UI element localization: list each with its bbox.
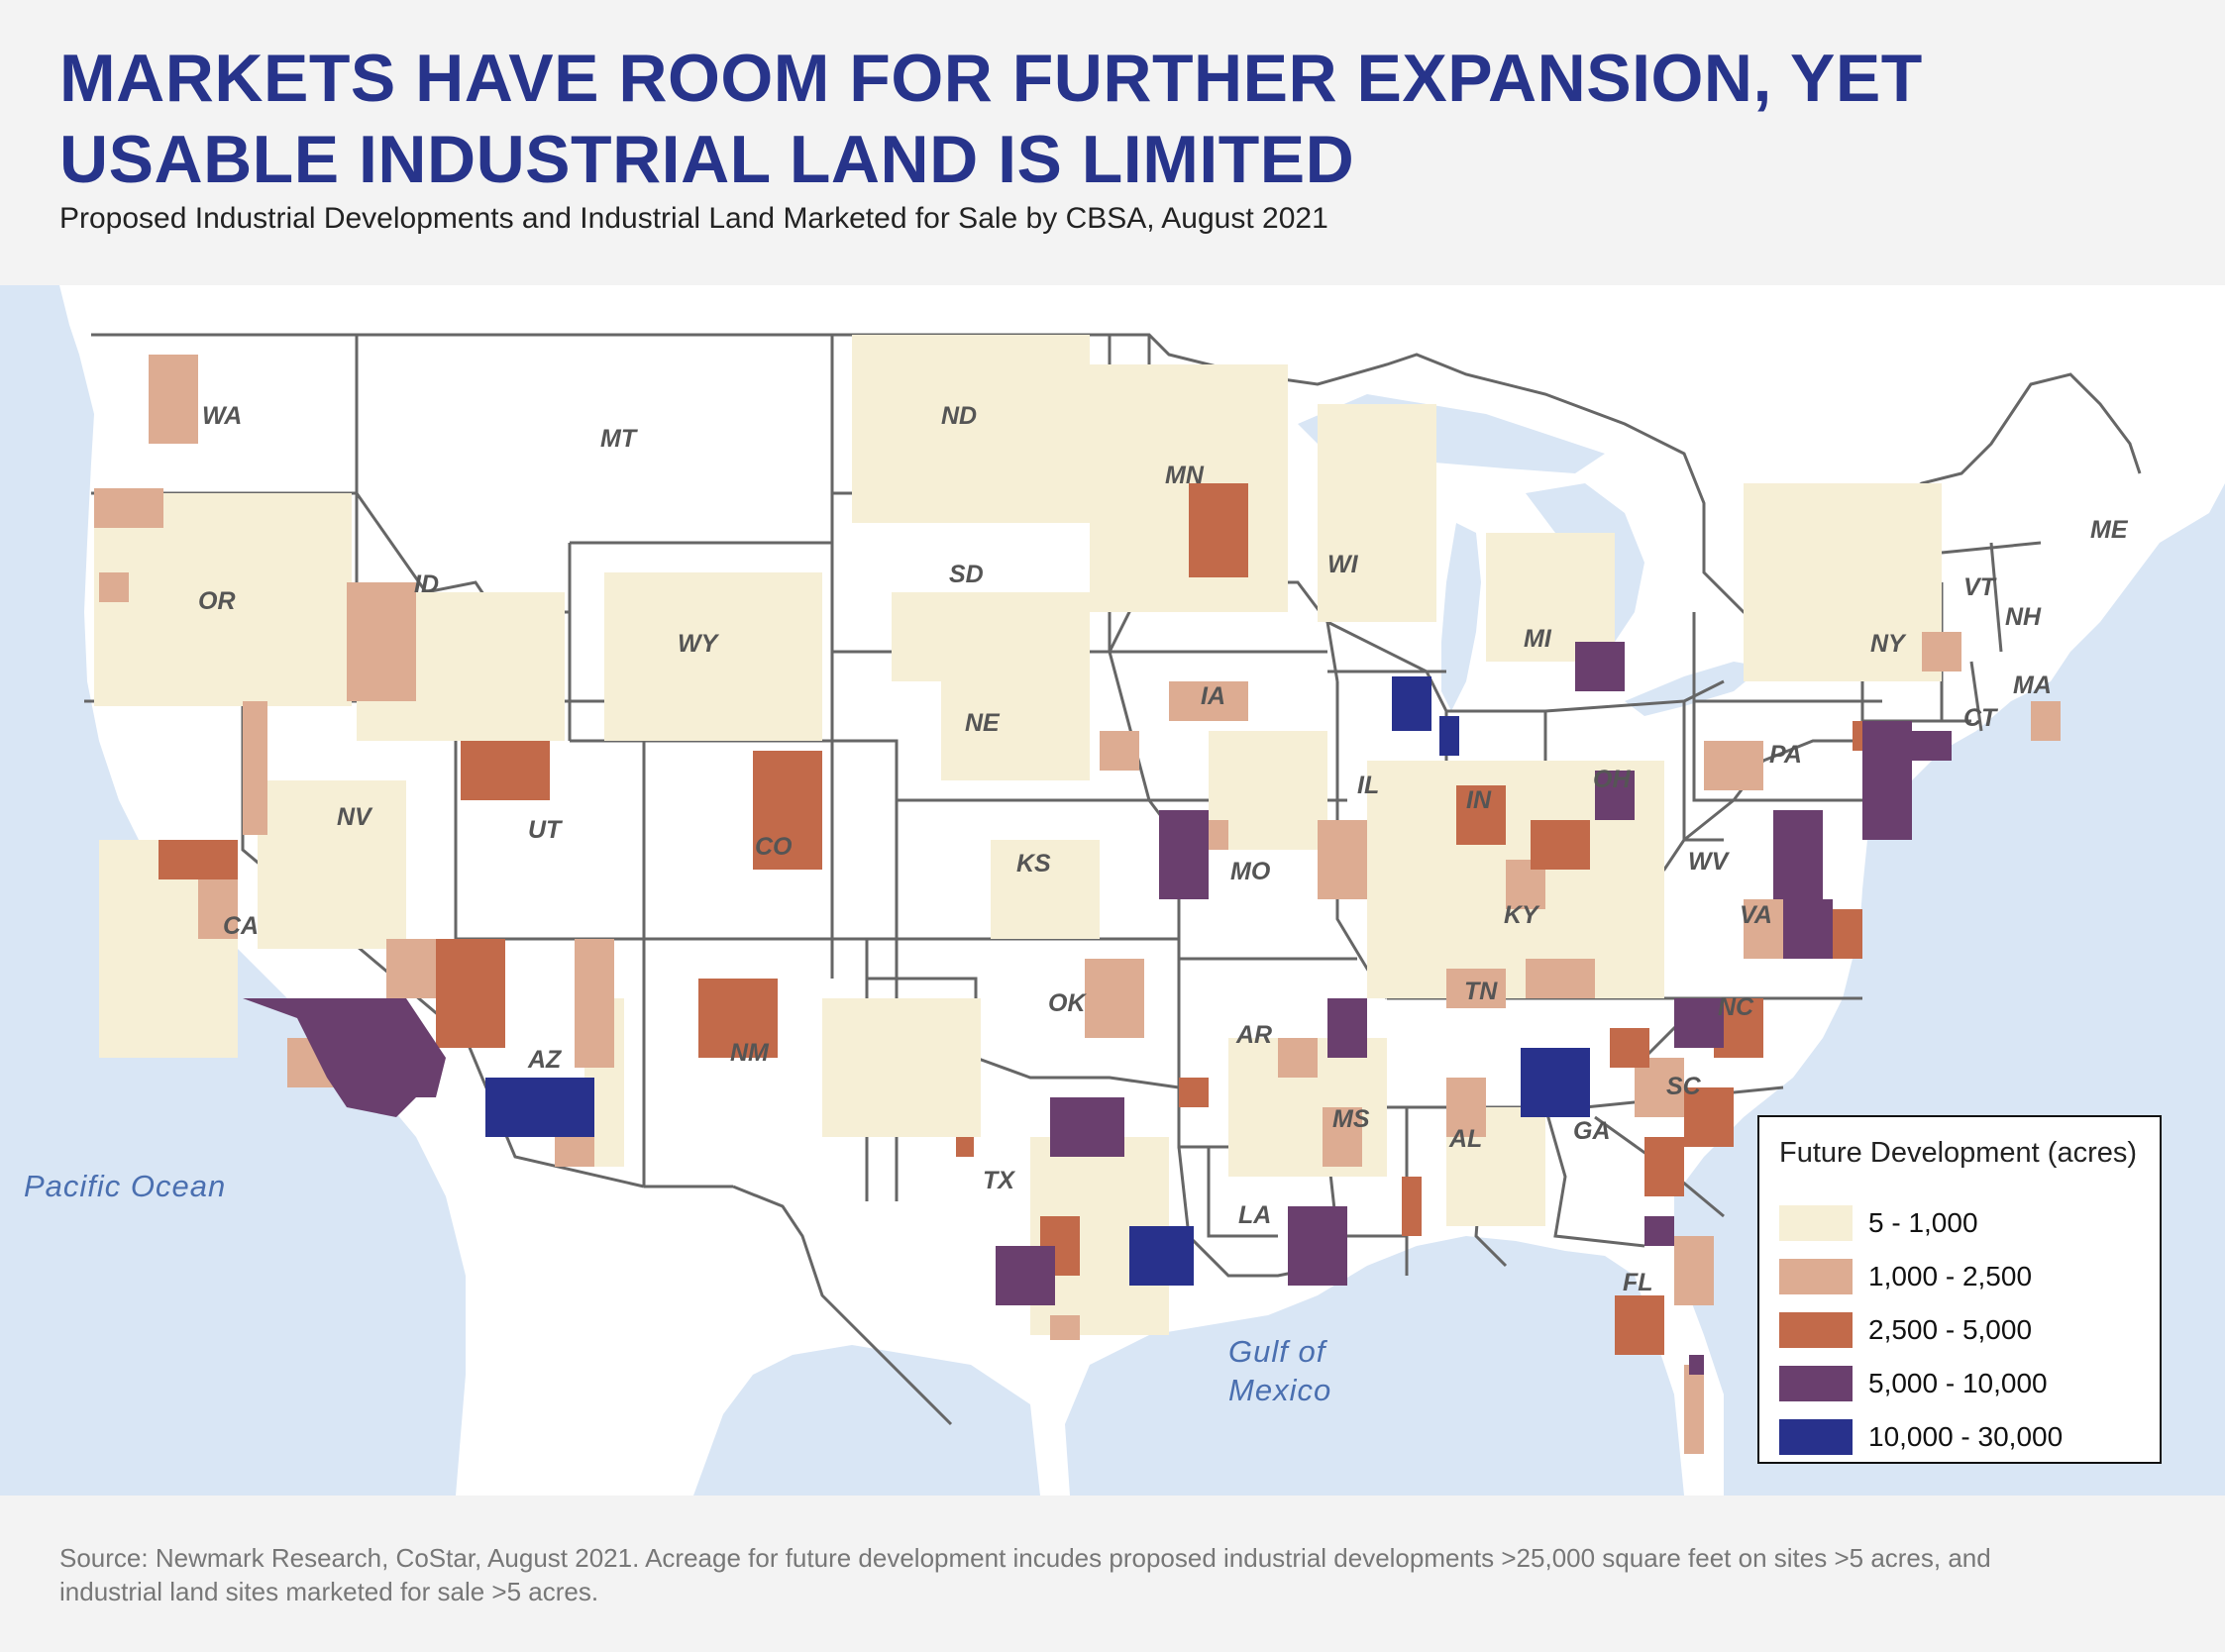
state-label-nv: NV [337,803,373,831]
state-label-fl: FL [1623,1269,1653,1296]
legend-swatch [1779,1366,1853,1401]
pacific-ocean-label: Pacific Ocean [24,1169,226,1203]
gulf-of-mexico [1065,1236,1684,1496]
gulf-label-line2: Mexico [1228,1373,1331,1407]
state-label-co: CO [755,833,793,861]
gulf-label-line1: Gulf of [1228,1334,1328,1369]
state-label-oh: OH [1593,766,1631,793]
pacific-ocean [0,285,466,1496]
legend: Future Development (acres) 5 - 1,000 1,0… [1757,1115,2162,1464]
state-label-vt: VT [1963,573,1998,601]
state-label-la: LA [1238,1201,1271,1229]
legend-label: 1,000 - 2,500 [1868,1261,2033,1291]
legend-item: 10,000 - 30,000 [1779,1418,2063,1456]
map: WA OR CA NV ID MT WY UT AZ CO NM ND SD N… [0,285,2225,1496]
state-label-wi: WI [1327,551,1359,578]
legend-item: 5,000 - 10,000 [1779,1365,2048,1402]
legend-swatch [1779,1205,1853,1241]
state-label-nd: ND [941,402,977,430]
state-label-sc: SC [1666,1073,1702,1100]
legend-item: 1,000 - 2,500 [1779,1258,2032,1295]
state-label-ny: NY [1870,630,1907,658]
state-label-wv: WV [1688,848,1731,876]
state-labels: WA OR CA NV ID MT WY UT AZ CO NM ND SD N… [198,402,2129,1296]
legend-label: 5,000 - 10,000 [1868,1368,2048,1398]
legend-item: 2,500 - 5,000 [1779,1311,2032,1349]
state-label-ct: CT [1963,704,1999,732]
state-label-ok: OK [1048,989,1087,1017]
state-label-mi: MI [1524,625,1552,653]
header: MARKETS HAVE ROOM FOR FURTHER EXPANSION,… [0,0,2225,285]
state-label-id: ID [414,570,439,598]
tier-2500-5000 [159,483,1882,1355]
state-label-wa: WA [202,402,242,430]
state-label-ca: CA [223,912,259,940]
state-label-va: VA [1740,901,1772,929]
page-title: MARKETS HAVE ROOM FOR FURTHER EXPANSION,… [59,41,1923,197]
state-label-mo: MO [1230,858,1271,885]
legend-item: 5 - 1,000 [1779,1204,1978,1242]
state-label-ia: IA [1201,682,1225,710]
tier-10000-30000 [485,676,1590,1286]
state-label-nm: NM [730,1039,770,1067]
state-label-il: IL [1357,772,1379,799]
state-label-ks: KS [1016,850,1051,878]
state-label-ne: NE [965,709,1001,737]
footer: Source: Newmark Research, CoStar, August… [0,1496,2225,1652]
state-label-mt: MT [600,425,639,453]
legend-swatch [1779,1419,1853,1455]
state-label-nc: NC [1718,993,1754,1021]
state-label-ut: UT [528,816,564,844]
state-label-az: AZ [527,1046,563,1074]
legend-swatch [1779,1312,1853,1348]
state-label-in: IN [1466,786,1492,814]
legend-label: 10,000 - 30,000 [1868,1421,2064,1452]
state-label-wy: WY [678,630,720,658]
cbsa-regions [94,335,2061,1454]
state-label-ma: MA [2013,671,2052,699]
tier-1000-2500 [94,355,2061,1454]
state-label-nh: NH [2005,603,2042,631]
state-label-sd: SD [949,561,984,588]
state-label-me: ME [2090,516,2129,544]
state-label-ms: MS [1332,1105,1370,1133]
state-label-ga: GA [1573,1117,1611,1145]
state-label-al: AL [1448,1125,1482,1153]
legend-swatch [1779,1259,1853,1294]
lake-michigan [1441,523,1481,711]
tier-5000-10000 [243,642,1952,1375]
state-label-ar: AR [1235,1021,1272,1049]
state-label-or: OR [198,587,236,615]
legend-title: Future Development (acres) [1779,1137,2138,1169]
state-label-mn: MN [1165,462,1205,489]
source-note: Source: Newmark Research, CoStar, August… [59,1543,1991,1606]
state-label-tx: TX [983,1167,1015,1194]
state-label-ky: KY [1504,901,1540,929]
legend-label: 5 - 1,000 [1868,1207,1978,1238]
legend-label: 2,500 - 5,000 [1868,1314,2033,1345]
state-label-pa: PA [1769,741,1802,769]
state-label-tn: TN [1464,978,1498,1005]
tier-5-1000 [94,335,1942,1335]
page-subtitle: Proposed Industrial Developments and Ind… [59,202,1328,235]
